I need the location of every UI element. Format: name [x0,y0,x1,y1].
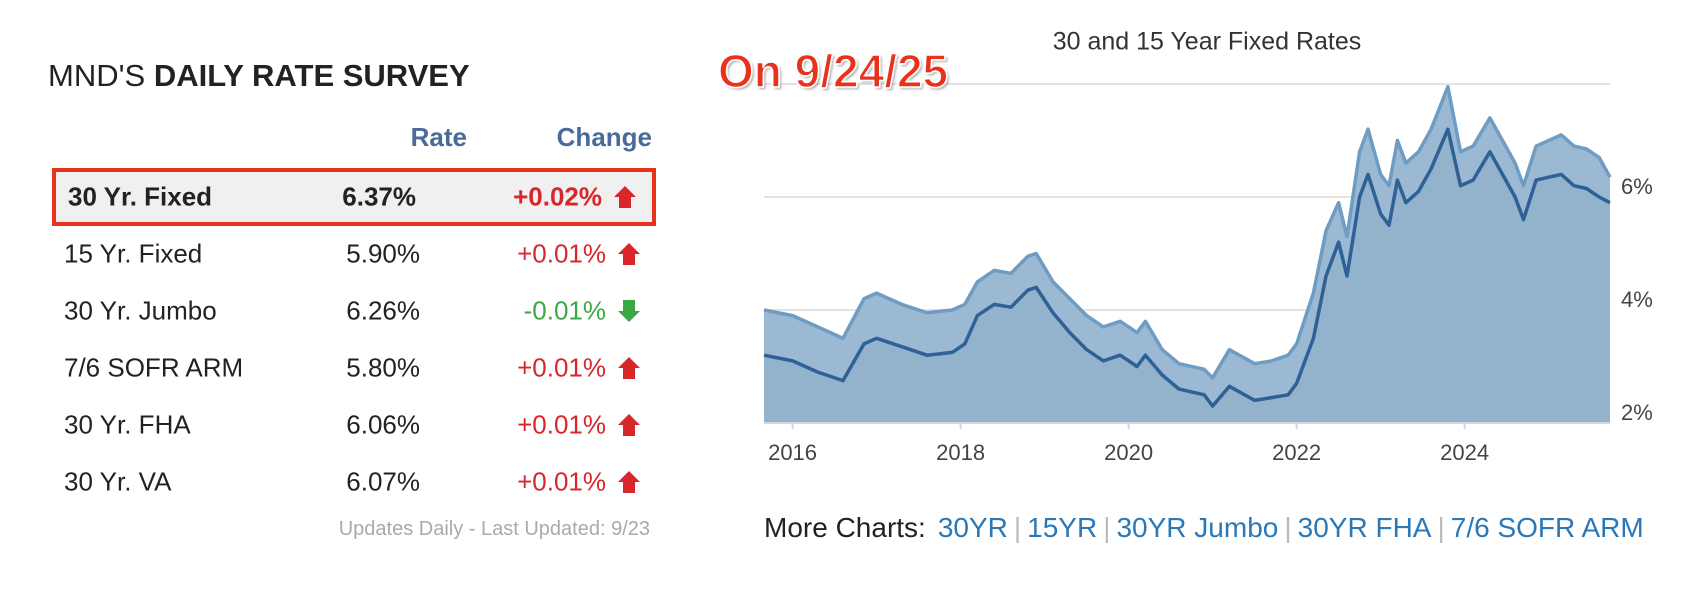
product-name: 30 Yr. FHA [64,409,191,440]
series-line [763,85,1612,380]
change: +0.01% [517,409,606,440]
chart-link[interactable]: 15YR [1027,512,1098,543]
annotation: On 9/24/25 [717,44,949,98]
arrow-down [618,300,640,322]
rate-row: 15 Yr. Fixed 5.90% +0.01% [52,225,656,283]
more-charts-label: More Charts: [764,512,926,543]
rate-row: 30 Yr. FHA 6.06% +0.01% [52,396,656,454]
survey-title: MND'S DAILY RATE SURVEY [48,58,470,94]
separator: | [1284,512,1292,543]
rate-row: 30 Yr. Jumbo 6.26% -0.01% [52,282,656,340]
rate: 6.26% [346,295,420,326]
product-name: 7/6 SOFR ARM [64,352,244,383]
arrow-up [618,414,640,436]
x-tick-label: 2022 [1272,440,1321,465]
rate-row: 30 Yr. VA 6.07% +0.01% [52,453,656,511]
separator: | [1013,512,1022,543]
header-rate: Rate [410,122,467,152]
x-tick-label: 2016 [768,440,817,465]
change: +0.02% [513,181,602,212]
title-bold: DAILY RATE SURVEY [153,58,470,93]
chart-title: 30 and 15 Year Fixed Rates [1053,28,1362,56]
y-tick-label: 6% [1621,174,1653,199]
rate: 6.37% [342,181,416,212]
arrow-up [618,357,640,379]
y-tick-label: 4% [1621,287,1653,312]
change: -0.01% [523,295,606,326]
series-area [764,129,1610,423]
chart-link[interactable]: 30YR Jumbo [1116,512,1279,543]
product-name: 30 Yr. Jumbo [64,295,217,326]
separator: | [1437,512,1445,543]
product-name: 30 Yr. Fixed [68,181,213,212]
chart-link[interactable]: 30YR [937,512,1008,543]
change: +0.01% [517,466,606,497]
header-change: Change [556,122,652,152]
rate-row: 30 Yr. Fixed 6.37% +0.02% [52,168,656,226]
product-name: 15 Yr. Fixed [64,238,203,269]
rate: 5.90% [346,238,420,269]
arrow-up [618,471,640,493]
more-charts: More Charts: 30YR | 15YR | 30YR Jumbo | 30YR FH… [764,512,1644,544]
chart-link[interactable]: 7/6 SOFR ARM [1450,512,1644,543]
rate: 6.06% [346,409,420,440]
x-tick-label: 2020 [1104,440,1153,465]
footnote: Updates Daily - Last Updated: 9/23 [338,518,650,540]
change: +0.01% [517,352,606,383]
arrow-up [614,186,636,208]
series-line [763,127,1611,408]
change: +0.01% [517,238,606,269]
rate: 6.07% [346,466,420,497]
arrow-up [618,243,640,265]
x-tick-label: 2018 [936,440,985,465]
product-name: 30 Yr. VA [64,466,172,497]
separator: | [1103,512,1111,543]
title-prefix: MND'S [48,58,146,93]
rate: 5.80% [346,352,420,383]
rate-row: 7/6 SOFR ARM 5.80% +0.01% [52,339,656,397]
y-tick-label: 2% [1621,400,1653,425]
x-tick-label: 2024 [1440,440,1489,465]
chart-link[interactable]: 30YR FHA [1297,512,1432,543]
